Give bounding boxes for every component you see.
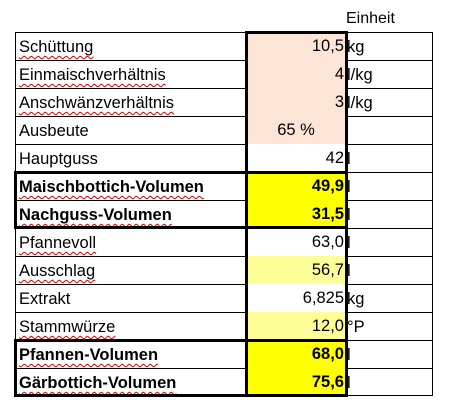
unit-cell[interactable]: l (346, 200, 433, 228)
table-row-schuettung: Schüttung 10,5 kg (15, 32, 433, 60)
row-label: Anschwänzverhältnis (19, 94, 174, 112)
label-cell[interactable]: Maischbottich-Volumen (15, 172, 246, 200)
unit-cell[interactable] (346, 116, 433, 144)
label-cell[interactable]: Einmaischverhältnis (15, 60, 246, 88)
table-row-anschwaenzverhaeltnis: Anschwänzverhältnis 3 l/kg (15, 88, 433, 116)
unit-cell[interactable]: l/kg (346, 60, 433, 88)
column-divider (246, 32, 247, 396)
table-row-gaerbottich-volumen: Gärbottich-Volumen 75,6 l (15, 368, 433, 396)
label-cell[interactable]: Pfannen-Volumen (15, 340, 246, 368)
unit-cell[interactable]: l/kg (346, 88, 433, 116)
label-cell[interactable]: Gärbottich-Volumen (15, 368, 246, 396)
row-label: Maischbottich-Volumen (19, 178, 204, 196)
row-label: Stammwürze (19, 318, 116, 336)
table-row-ausbeute: Ausbeute 65 % (15, 116, 433, 144)
unit-cell[interactable]: l (346, 172, 433, 200)
row-label: Extrakt (19, 290, 71, 308)
value-cell[interactable]: 3 (246, 88, 346, 116)
table-row-stammwuerze: Stammwürze 12,0 °P (15, 312, 433, 340)
value-cell[interactable]: 49,9 (246, 172, 346, 200)
unit-cell[interactable]: kg (346, 32, 433, 60)
table-row-maischbottich-volumen: Maischbottich-Volumen 49,9 l (15, 172, 433, 200)
row-label: Hauptguss (19, 150, 98, 168)
row-label: Pfannen-Volumen (19, 346, 159, 364)
value-cell[interactable]: 68,0 (246, 340, 346, 368)
row-label: Einmaischverhältnis (19, 66, 166, 84)
value-cell[interactable]: 10,5 (246, 32, 346, 60)
table-row-nachguss-volumen: Nachguss-Volumen 31,5 l (15, 200, 433, 228)
table-row-pfannevoll: Pfannevoll 63,0 l (15, 228, 433, 256)
value-cell[interactable]: 4 (246, 60, 346, 88)
value-cell[interactable]: 75,6 (246, 368, 346, 396)
value-cell[interactable]: 31,5 (246, 200, 346, 228)
column-divider (346, 32, 347, 396)
row-label: Ausbeute (19, 122, 89, 140)
row-label: Schüttung (19, 38, 94, 56)
label-cell[interactable]: Schüttung (15, 32, 246, 60)
unit-cell[interactable]: l (346, 340, 433, 368)
table-row-pfannen-volumen: Pfannen-Volumen 68,0 l (15, 340, 433, 368)
value-cell[interactable]: 42 (246, 144, 346, 172)
unit-cell[interactable]: kg (346, 284, 433, 312)
label-cell[interactable]: Hauptguss (15, 144, 246, 172)
value-cell[interactable]: 56,7 (246, 256, 346, 284)
value-cell[interactable]: 12,0 (246, 312, 346, 340)
label-cell[interactable]: Stammwürze (15, 312, 246, 340)
table-row-ausschlag: Ausschlag 56,7 l (15, 256, 433, 284)
unit-cell[interactable]: l (346, 368, 433, 396)
unit-column-header: Einheit (346, 10, 395, 27)
value-cell[interactable]: 63,0 (246, 228, 346, 256)
label-cell[interactable]: Ausbeute (15, 116, 246, 144)
unit-cell[interactable]: l (346, 144, 433, 172)
row-label: Gärbottich-Volumen (19, 374, 177, 392)
label-cell[interactable]: Pfannevoll (15, 228, 246, 256)
table-row-extrakt: Extrakt 6,825 kg (15, 284, 433, 312)
unit-cell[interactable]: l (346, 256, 433, 284)
table-row-hauptguss: Hauptguss 42 l (15, 144, 433, 172)
row-label: Ausschlag (19, 262, 96, 280)
label-cell[interactable]: Anschwänzverhältnis (15, 88, 246, 116)
row-label: Pfannevoll (19, 234, 97, 252)
unit-cell[interactable]: °P (346, 312, 433, 340)
row-label: Nachguss-Volumen (19, 206, 172, 224)
value-cell[interactable]: 6,825 (246, 284, 346, 312)
label-cell[interactable]: Extrakt (15, 284, 246, 312)
table-row-einmaischverhaeltnis: Einmaischverhältnis 4 l/kg (15, 60, 433, 88)
label-cell[interactable]: Ausschlag (15, 256, 246, 284)
unit-cell[interactable]: l (346, 228, 433, 256)
label-cell[interactable]: Nachguss-Volumen (15, 200, 246, 228)
value-cell[interactable]: 65 % (246, 116, 346, 144)
